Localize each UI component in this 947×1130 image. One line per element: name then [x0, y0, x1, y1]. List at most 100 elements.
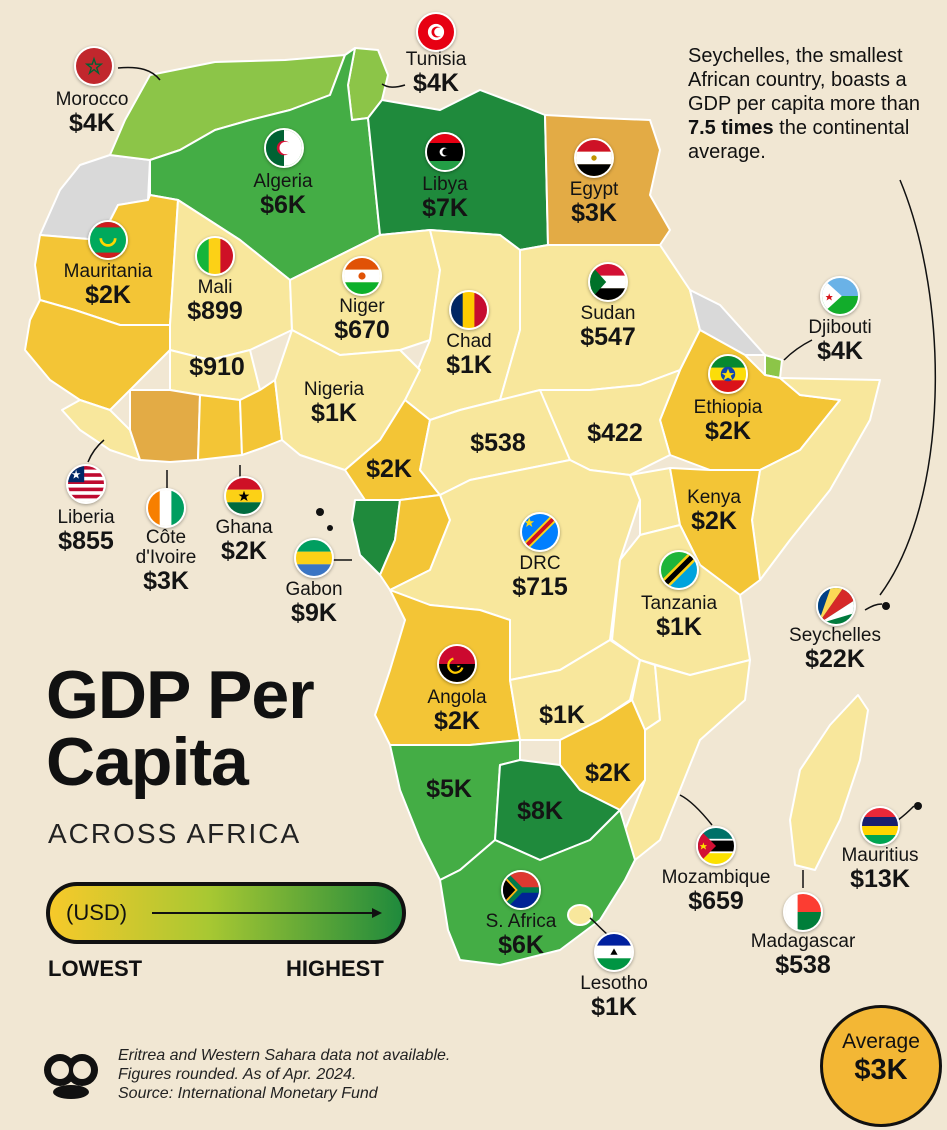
- label-mauritius: Mauritius $13K: [841, 845, 919, 893]
- seychelles-note: Seychelles, the smallest African country…: [688, 44, 947, 164]
- mauritania-name: Mauritania: [63, 261, 153, 282]
- tunisia-arrow: [381, 83, 406, 88]
- sudan-value: $547: [580, 322, 636, 351]
- footnote-source: Source: International Monetary Fund: [118, 1085, 378, 1103]
- mauritius-name: Mauritius: [841, 845, 919, 866]
- label-ghana: Ghana $2K: [215, 517, 273, 565]
- kenya-name: Kenya: [687, 487, 741, 508]
- region-lesotho: [567, 904, 593, 926]
- label-zimbabwe: $2K: [585, 759, 631, 787]
- island-sao-tome-1: [316, 508, 324, 516]
- label-lesotho: Lesotho $1K: [580, 973, 648, 1021]
- tunisia-name: Tunisia: [405, 49, 467, 70]
- mozambique-value: $659: [688, 886, 744, 915]
- gabon-name: Gabon: [285, 579, 343, 600]
- liberia-name: Liberia: [57, 507, 115, 528]
- cameroon-value: $2K: [366, 455, 412, 483]
- label-mauritania: Mauritania $2K: [63, 261, 153, 309]
- liberia-arrow: [87, 439, 105, 463]
- brand-logo-icon: [44, 1054, 98, 1099]
- region-libya: [367, 89, 549, 251]
- liberia-value: $855: [58, 526, 114, 555]
- algeria-flag: [264, 128, 304, 168]
- mozambique-flag: [696, 826, 736, 866]
- tunisia-flag: [416, 12, 456, 52]
- label-angola: Angola $2K: [427, 687, 487, 735]
- island-mauritius: [914, 802, 922, 810]
- angola-value: $2K: [434, 706, 480, 735]
- chad-value: $1K: [446, 350, 492, 379]
- madagascar-value: $538: [775, 950, 831, 979]
- tunisia-value: $4K: [413, 68, 459, 97]
- mauritius-arrow: [897, 805, 915, 821]
- average-value: $3K: [854, 1054, 908, 1086]
- sudan-flag: [588, 262, 628, 302]
- region-liberia: [61, 399, 141, 461]
- seychelles-arrow: [864, 603, 883, 611]
- drc-value: $715: [512, 572, 568, 601]
- niger-value: $670: [334, 315, 390, 344]
- south-africa-name: S. Africa: [485, 911, 557, 932]
- label-morocco: Morocco $4K: [56, 90, 129, 137]
- region-cote-divoire: [129, 389, 201, 463]
- island-seychelles: [882, 602, 890, 610]
- label-niger: Niger $670: [334, 296, 390, 344]
- algeria-name: Algeria: [253, 171, 313, 192]
- tanzania-name: Tanzania: [640, 593, 718, 614]
- note-part2: the continental average.: [688, 117, 910, 163]
- label-nigeria: Nigeria $1K: [304, 380, 364, 427]
- label-drc: DRC $715: [512, 554, 568, 601]
- egypt-name: Egypt: [569, 179, 619, 200]
- libya-value: $7K: [422, 193, 468, 222]
- legend-low-label: LOWEST: [48, 956, 143, 981]
- label-namibia: $5K: [426, 775, 472, 803]
- label-zambia: $1K: [539, 702, 585, 729]
- label-mali: Mali $899: [187, 278, 243, 325]
- mauritania-value: $2K: [85, 280, 131, 309]
- mauritius-flag: [860, 806, 900, 846]
- label-mozambique: Mozambique $659: [662, 868, 771, 915]
- label-car: $538: [470, 430, 526, 457]
- cote-divoire-value: $3K: [143, 566, 189, 595]
- region-eritrea: [689, 289, 766, 356]
- footnote-line1: Eritrea and Western Sahara data not avai…: [118, 1047, 451, 1064]
- madagascar-flag: [783, 892, 823, 932]
- algeria-value: $6K: [260, 190, 306, 219]
- namibia-value: $5K: [426, 775, 472, 803]
- label-seychelles: Seychelles $22K: [789, 626, 881, 673]
- mali-flag: [195, 236, 235, 276]
- legend-unit: (USD): [66, 900, 128, 925]
- average-label: Average: [842, 1030, 920, 1053]
- lesotho-name: Lesotho: [580, 973, 648, 994]
- ghana-value: $2K: [221, 536, 267, 565]
- label-chad: Chad $1K: [446, 332, 492, 379]
- ghana-name: Ghana: [215, 517, 273, 538]
- label-sudan: Sudan $547: [580, 304, 636, 351]
- label-south-africa: S. Africa $6K: [485, 911, 557, 959]
- kenya-value: $2K: [691, 506, 737, 535]
- libya-flag: [425, 132, 465, 172]
- region-madagascar: [789, 694, 869, 871]
- color-legend: (USD): [46, 882, 406, 944]
- region-ghana: [197, 394, 243, 461]
- label-gabon: Gabon $9K: [285, 579, 343, 627]
- drc-flag: [520, 512, 560, 552]
- note-emphasis: 7.5 times: [688, 117, 774, 139]
- seychelles-flag: [816, 586, 856, 626]
- page-subtitle: ACROSS AFRICA: [48, 818, 302, 849]
- label-cameroon: $2K: [366, 455, 412, 483]
- niger-name: Niger: [339, 296, 385, 317]
- note-part1: Seychelles, the smallest African country…: [688, 45, 920, 115]
- label-cote-divoire: Côte d'Ivoire $3K: [121, 528, 211, 595]
- angola-name: Angola: [427, 687, 487, 708]
- libya-name: Libya: [422, 174, 468, 195]
- south-africa-value: $6K: [498, 930, 544, 959]
- zimbabwe-value: $2K: [585, 759, 631, 787]
- chad-flag: [449, 290, 489, 330]
- tanzania-value: $1K: [656, 612, 702, 641]
- south-sudan-value: $422: [587, 419, 643, 447]
- label-botswana: $8K: [517, 798, 563, 825]
- arrow-right-icon: [152, 908, 382, 918]
- djibouti-flag: [820, 276, 860, 316]
- seychelles-value: $22K: [805, 644, 865, 673]
